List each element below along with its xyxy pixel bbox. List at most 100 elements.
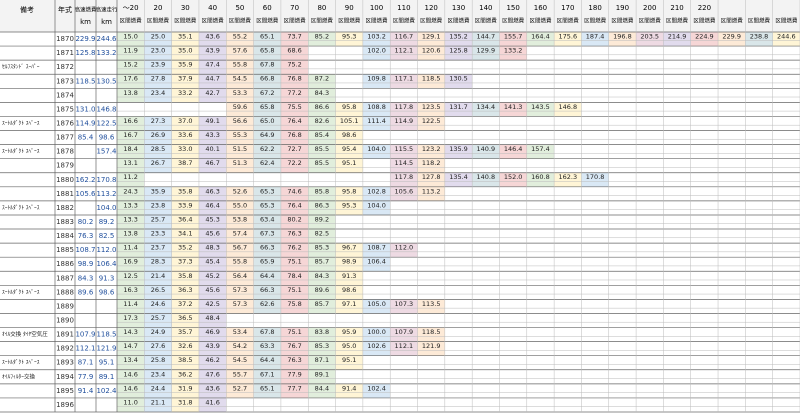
cell-bg xyxy=(280,130,309,145)
cell-value: 143.5 xyxy=(531,103,550,111)
cell-value: 67.1 xyxy=(260,370,274,378)
cell-bg xyxy=(117,32,145,47)
cell-bg xyxy=(226,88,254,103)
row-run: 89.1 xyxy=(99,373,115,381)
cell-bg xyxy=(472,172,500,187)
cell-bg xyxy=(444,172,473,187)
cell-value: 66.8 xyxy=(260,75,274,83)
cell-bg xyxy=(226,60,254,75)
cell-bg xyxy=(335,158,363,173)
cell-bg xyxy=(226,186,254,201)
cell-bg xyxy=(390,341,418,356)
column-sub: 区間燃費 xyxy=(557,17,580,25)
cell-bg xyxy=(144,271,172,286)
cell-bg xyxy=(280,229,309,244)
cell-bg xyxy=(417,327,445,342)
cell-bg xyxy=(144,116,172,131)
row-note: ｽｰﾄﾙﾀﾞｸﾄ ｽﾍﾟｰｽ xyxy=(2,289,40,296)
row-fuel: 162.2 xyxy=(75,176,95,184)
cell-value: 113.5 xyxy=(422,300,441,308)
cell-bg xyxy=(308,383,336,398)
cell-bg xyxy=(499,102,527,117)
cell-bg xyxy=(198,158,227,173)
cell-value: 76.3 xyxy=(287,356,301,364)
cell-bg xyxy=(253,74,281,89)
cell-value: 55.2 xyxy=(233,33,247,41)
cell-value: 75.5 xyxy=(287,103,301,111)
column-sub: 区間燃費 xyxy=(748,17,771,25)
cell-value: 65.3 xyxy=(260,187,274,195)
cell-value: 26.5 xyxy=(151,286,165,294)
cell-value: 24.4 xyxy=(151,384,165,392)
cell-bg xyxy=(390,299,418,314)
cell-value: 104.0 xyxy=(367,145,386,153)
cell-bg xyxy=(117,313,145,328)
cell-bg xyxy=(144,257,172,272)
cell-value: 75.2 xyxy=(287,61,301,69)
cell-bg xyxy=(444,102,473,117)
cell-value: 95.3 xyxy=(342,33,356,41)
cell-value: 35.9 xyxy=(151,187,165,195)
cell-bg xyxy=(280,355,309,370)
cell-value: 23.3 xyxy=(151,230,165,238)
cell-value: 56.4 xyxy=(233,272,247,280)
row-year: 1888 xyxy=(56,288,74,296)
cell-bg xyxy=(198,229,227,244)
cell-value: 15.2 xyxy=(123,61,137,69)
cell-bg xyxy=(308,341,336,356)
cell-value: 135.4 xyxy=(449,173,468,181)
cell-value: 45.4 xyxy=(205,258,219,266)
cell-value: 76.2 xyxy=(287,244,301,252)
cell-bg xyxy=(253,257,281,272)
cell-value: 43.9 xyxy=(205,342,219,350)
cell-bg xyxy=(117,229,145,244)
cell-value: 73.7 xyxy=(287,33,301,41)
cell-bg xyxy=(144,355,172,370)
cell-value: 75.8 xyxy=(287,300,301,308)
cell-value: 25.8 xyxy=(151,356,165,364)
cell-value: 115.5 xyxy=(395,145,414,153)
cell-value: 16.6 xyxy=(123,117,137,125)
cell-value: 64.4 xyxy=(260,356,274,364)
cell-value: 117.1 xyxy=(395,75,414,83)
header-year: 年式 xyxy=(58,5,72,14)
row-year: 1874 xyxy=(56,91,74,99)
cell-value: 65.8 xyxy=(260,103,274,111)
cell-value: 87.1 xyxy=(315,356,329,364)
cell-bg xyxy=(335,341,363,356)
cell-bg xyxy=(308,74,336,89)
cell-value: 55.0 xyxy=(233,201,247,209)
cell-value: 108.7 xyxy=(367,244,386,252)
cell-value: 48.4 xyxy=(205,314,219,322)
cell-bg xyxy=(253,243,281,258)
cell-bg xyxy=(526,32,555,47)
row-fuel: 98.9 xyxy=(78,260,94,268)
cell-bg xyxy=(144,158,172,173)
cell-value: 76.3 xyxy=(287,230,301,238)
row-fuel: 112.1 xyxy=(75,345,95,353)
column-label: 50 xyxy=(235,4,244,12)
row-year: 1882 xyxy=(56,204,74,212)
cell-value: 57.3 xyxy=(233,300,247,308)
cell-bg xyxy=(772,32,800,47)
cell-value: 48.3 xyxy=(205,244,219,252)
row-fuel: 80.2 xyxy=(78,218,94,226)
cell-bg xyxy=(171,130,199,145)
cell-value: 95.0 xyxy=(342,342,356,350)
column-label: 90 xyxy=(345,4,354,12)
cell-bg xyxy=(335,285,363,300)
cell-bg xyxy=(390,74,418,89)
row-fuel: 105.6 xyxy=(75,190,96,198)
cell-bg xyxy=(335,383,363,398)
row-run: 113.2 xyxy=(96,190,116,198)
cell-value: 95.9 xyxy=(342,328,356,336)
cell-value: 13.8 xyxy=(123,230,137,238)
cell-value: 64.9 xyxy=(260,131,274,139)
cell-bg xyxy=(171,46,199,61)
cell-bg xyxy=(171,60,199,75)
cell-bg xyxy=(663,32,691,47)
cell-bg xyxy=(226,369,254,384)
cell-bg xyxy=(280,32,309,47)
cell-bg xyxy=(144,32,172,47)
